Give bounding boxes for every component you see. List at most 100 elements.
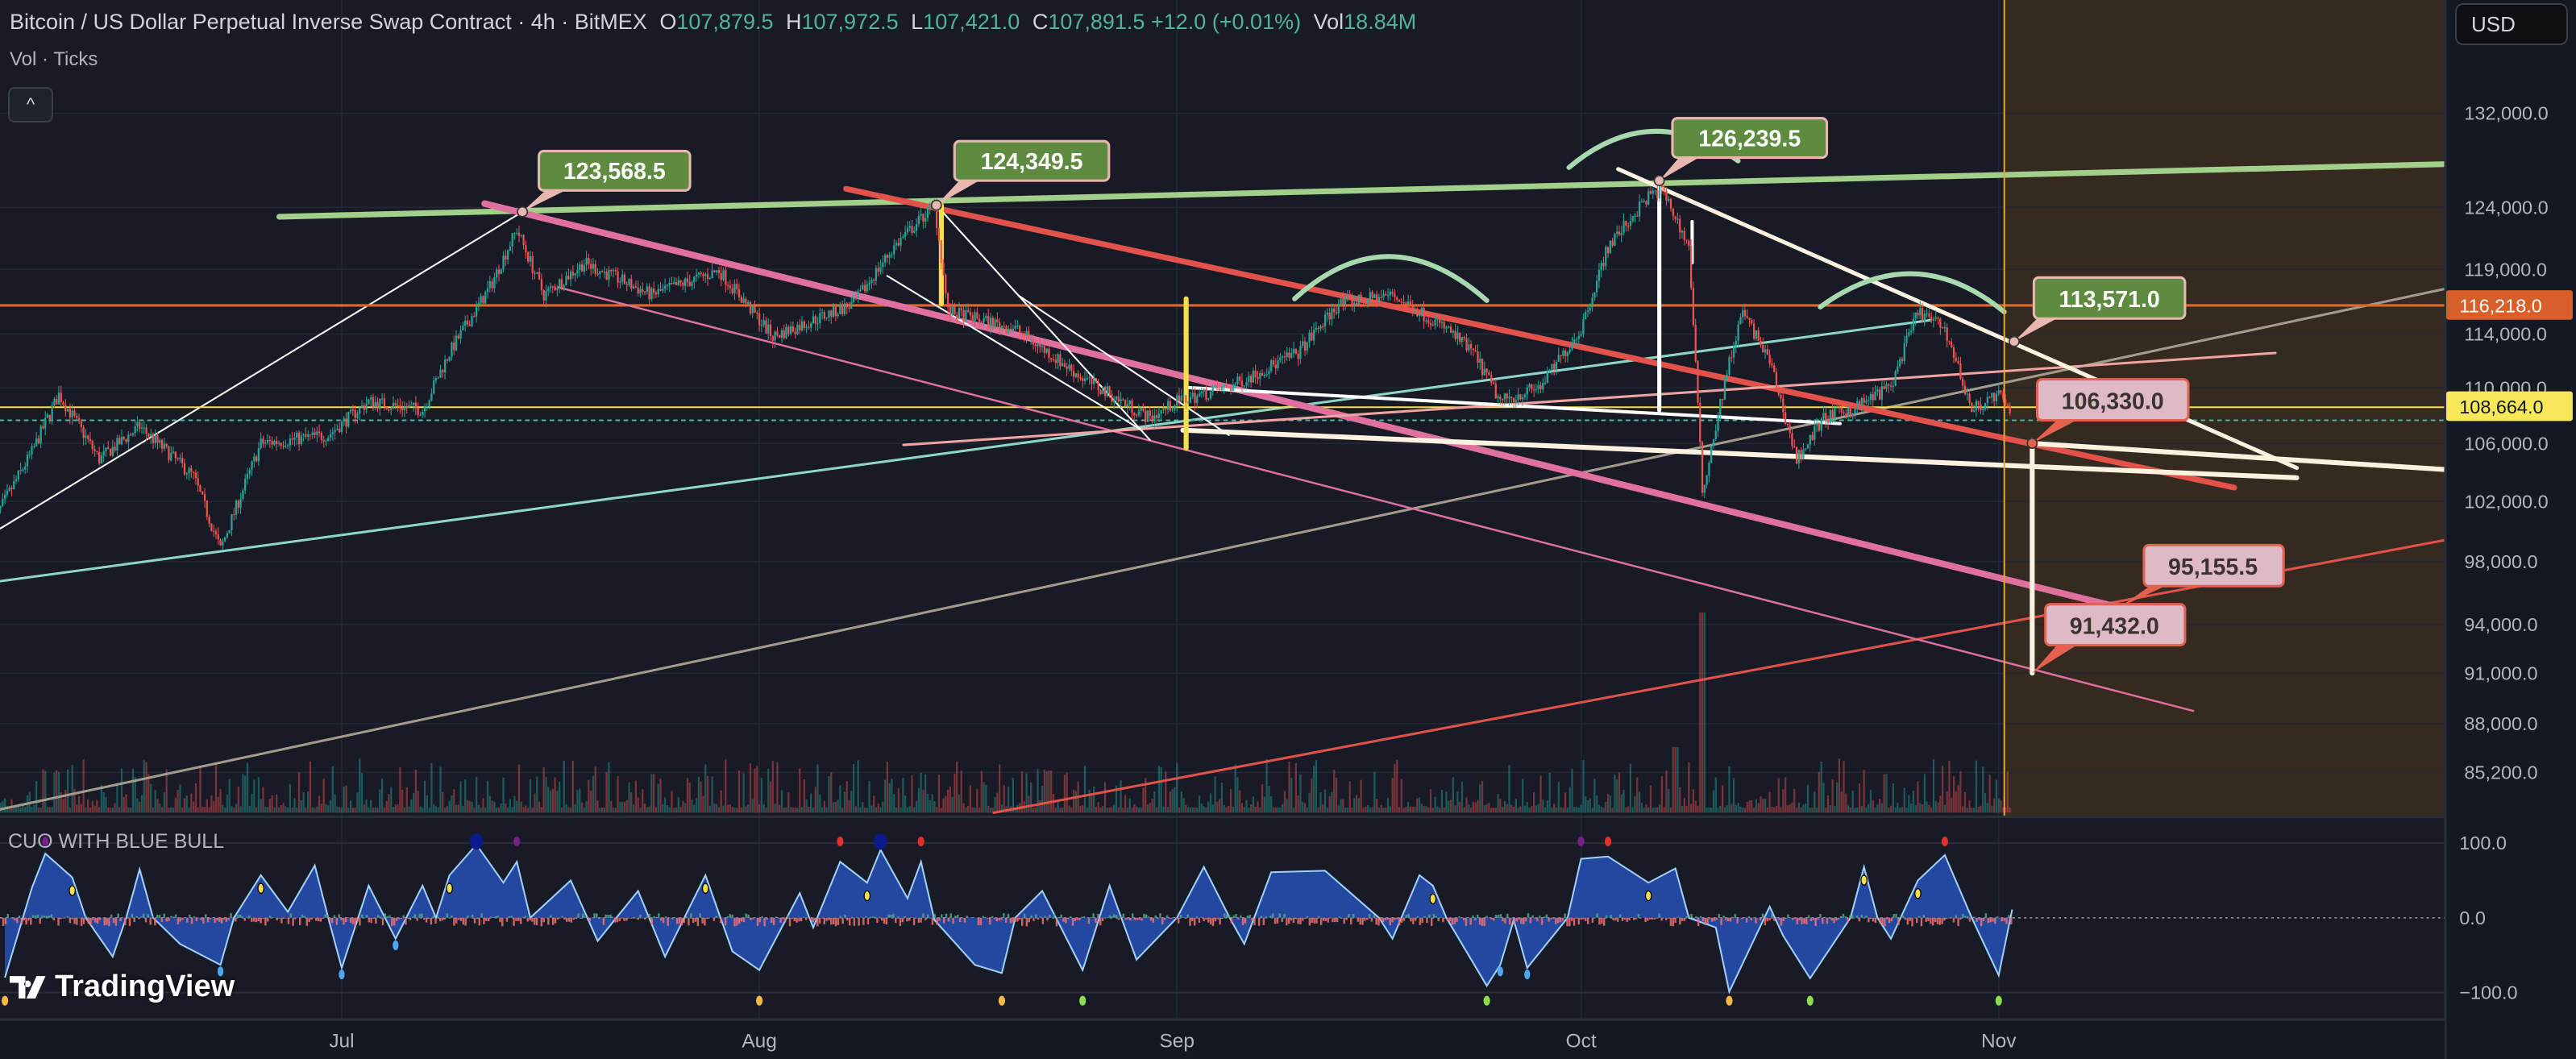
volume-bar: [1149, 803, 1151, 813]
candle-body: [1380, 297, 1382, 298]
histogram-bar: [405, 917, 407, 925]
volume-bar: [1625, 807, 1627, 813]
candle-body: [1146, 410, 1149, 422]
volume-bar: [105, 797, 107, 813]
histogram-bar: [1380, 917, 1382, 921]
histogram-bar: [1414, 917, 1417, 921]
histogram-bar: [292, 917, 294, 926]
volume-bar: [1957, 784, 1959, 813]
annotation-126239[interactable]: 126,239.5: [1653, 117, 1829, 187]
volume-bar: [1254, 806, 1257, 813]
histogram-bar: [1003, 913, 1005, 918]
annotation-124349[interactable]: 124,349.5: [930, 139, 1111, 211]
histogram-bar: [1145, 914, 1148, 918]
volume-bar: [368, 807, 370, 813]
volume-bar: [630, 792, 633, 813]
volume-bar: [1865, 808, 1868, 813]
volume-bar: [1988, 775, 1991, 813]
time-axis[interactable]: [0, 1021, 2445, 1059]
volume-bar: [1993, 798, 1996, 813]
volume-bar: [1113, 804, 1116, 813]
histogram-bar: [188, 914, 191, 918]
volume-bar: [264, 807, 267, 813]
volume-indicator-legend[interactable]: Vol · Ticks: [10, 48, 98, 70]
volume-bar: [1982, 766, 1984, 813]
candle-body: [260, 438, 262, 449]
volume-bar: [902, 778, 904, 813]
volume-bar: [1739, 806, 1742, 813]
annotation-95155[interactable]: 95,155.5: [2119, 543, 2285, 608]
histogram-bar: [1273, 917, 1277, 924]
volume-bar: [1200, 804, 1203, 813]
annotation-label: 95,155.5: [2168, 554, 2258, 580]
price-axis[interactable]: [2445, 0, 2576, 1059]
candle-body: [1860, 398, 1863, 406]
candle-body: [1746, 316, 1748, 318]
candle-body: [206, 500, 208, 517]
histogram-bar: [912, 917, 916, 926]
volume-bar: [1539, 775, 1542, 813]
volume-bar: [1854, 808, 1856, 813]
volume-bar: [1606, 793, 1610, 813]
volume-bar: [309, 761, 312, 813]
candle-body: [1108, 386, 1111, 395]
candle-body: [123, 437, 125, 439]
trendline-green: [276, 161, 2448, 220]
candle-body: [736, 284, 738, 289]
volume-bar: [1923, 774, 1926, 813]
drawings[interactable]: [0, 0, 2576, 817]
annotation-113571[interactable]: 113,571.0: [2008, 276, 2187, 347]
histogram-bar: [416, 917, 418, 921]
candle-body: [219, 539, 222, 546]
volume-bar: [1351, 808, 1353, 813]
candle-body: [893, 245, 895, 255]
volume-bar: [1052, 793, 1055, 813]
volume-bar: [1672, 746, 1674, 813]
candle-body: [588, 258, 590, 264]
candle-body: [289, 438, 292, 446]
annotation-label: 124,349.5: [981, 149, 1083, 175]
volume-bar: [583, 808, 585, 813]
volume-bar: [156, 799, 159, 813]
volume-bar: [31, 807, 33, 813]
currency-selector[interactable]: USD: [2455, 3, 2568, 45]
volume-bar: [830, 772, 833, 813]
symbol-legend[interactable]: Bitcoin / US Dollar Perpetual Inverse Sw…: [10, 10, 1416, 35]
histogram-bar: [1743, 917, 1746, 918]
volume-bar: [1876, 804, 1879, 813]
candle-body: [960, 308, 962, 310]
volume-bar: [619, 801, 621, 813]
indicator-pane[interactable]: [0, 833, 2013, 1006]
histogram-bar: [1520, 917, 1523, 924]
volume-bar: [1786, 805, 1789, 813]
histogram-bar: [1005, 917, 1008, 923]
histogram-bar: [1759, 917, 1762, 921]
candle-body: [1829, 409, 1831, 423]
indicator-name[interactable]: CUO WITH BLUE BULL: [8, 830, 225, 853]
histogram-bar: [926, 914, 929, 918]
annotation-123568[interactable]: 123,568.5: [517, 149, 692, 218]
annotation-106330[interactable]: 106,330.0: [2026, 378, 2190, 449]
volume-bar: [785, 808, 787, 813]
histogram-bar: [1219, 917, 1221, 925]
histogram-bar: [2, 917, 5, 926]
volume-bar: [1012, 778, 1014, 813]
histogram-bar: [1922, 915, 1926, 918]
histogram-bar: [639, 914, 642, 918]
candle-body: [1434, 319, 1436, 326]
collapse-legend-button[interactable]: ^: [8, 87, 53, 123]
annotation-91432[interactable]: 91,432.0: [2032, 603, 2187, 674]
candle-body: [1223, 384, 1225, 387]
histogram-bar: [1809, 917, 1813, 922]
histogram-bar: [1752, 917, 1755, 918]
tradingview-logo[interactable]: TradingView: [10, 970, 235, 1004]
chevron-up-icon: ^: [26, 94, 35, 114]
volume-bar: [1196, 808, 1199, 813]
histogram-bar: [1727, 917, 1730, 922]
histogram-bar: [232, 917, 235, 918]
histogram-bar: [20, 917, 23, 925]
wedge-line-2: [1017, 294, 1230, 436]
candle-body: [1111, 394, 1113, 402]
volume-bar: [1917, 781, 1919, 813]
